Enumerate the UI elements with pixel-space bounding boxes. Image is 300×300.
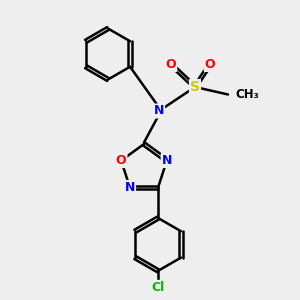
Text: Cl: Cl <box>152 281 165 294</box>
Text: O: O <box>166 58 176 71</box>
Text: N: N <box>162 154 172 167</box>
Text: N: N <box>154 104 164 118</box>
Text: N: N <box>125 181 135 194</box>
Text: O: O <box>205 58 215 71</box>
Text: CH₃: CH₃ <box>236 88 259 101</box>
Text: O: O <box>116 154 127 167</box>
Text: S: S <box>190 80 200 94</box>
